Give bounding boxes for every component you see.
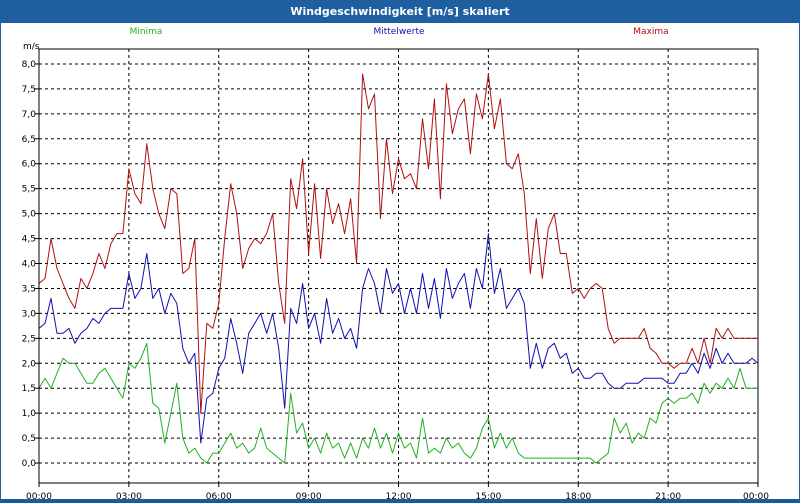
chart-panel: Minima Mittelwerte Maxima m/s 8,0 7,5 7,0 6… — [1, 23, 799, 502]
x-tick-time: 18:00 — [565, 492, 591, 499]
x-tick-time: 00:00 — [26, 492, 52, 499]
x-tick-time: 09:00 — [296, 492, 322, 499]
y-tick-label: 5,5 — [22, 185, 36, 195]
window-title: Windgeschwindigkeit [m/s] skaliert — [1, 1, 799, 23]
y-tick-label: 2,0 — [22, 359, 37, 369]
y-tick-label: 8,0 — [22, 60, 37, 70]
y-tick-label: 6,0 — [22, 160, 37, 170]
y-tick-label: 6,5 — [22, 135, 36, 145]
legend-minima: Minima — [130, 27, 163, 37]
y-tick-label: 0,0 — [22, 459, 37, 469]
y-axis-unit: m/s — [23, 42, 40, 52]
y-tick-label: 5,0 — [22, 210, 37, 220]
wind-speed-chart: Minima Mittelwerte Maxima m/s 8,0 7,5 7,0 6… — [22, 27, 770, 502]
y-tick-label: 4,0 — [22, 260, 37, 270]
x-tick-time: 03:00 — [116, 492, 142, 499]
x-tick-time: 15:00 — [475, 492, 501, 499]
legend-mittelwerte: Mittelwerte — [373, 27, 424, 37]
y-tick-label: 4,5 — [22, 235, 36, 245]
x-tick-time: 06:00 — [206, 492, 232, 499]
y-tick-label: 1,0 — [22, 409, 37, 419]
y-tick-label: 0,5 — [22, 434, 36, 444]
y-tick-label: 2,5 — [22, 334, 36, 344]
y-tick-label: 7,5 — [22, 85, 36, 95]
legend-maxima: Maxima — [633, 27, 668, 37]
y-tick-label: 1,5 — [22, 384, 36, 394]
x-tick-time: 21:00 — [655, 492, 681, 499]
series-line-maxima — [38, 73, 758, 414]
y-tick-label: 7,0 — [22, 110, 37, 120]
series-line-minima — [38, 342, 758, 464]
x-tick-time: 00:00 — [743, 492, 769, 499]
y-tick-label: 3,0 — [22, 309, 37, 319]
x-tick-time: 12:00 — [386, 492, 412, 499]
series-line-mittelwerte — [38, 233, 759, 444]
y-tick-label: 3,5 — [22, 284, 36, 294]
